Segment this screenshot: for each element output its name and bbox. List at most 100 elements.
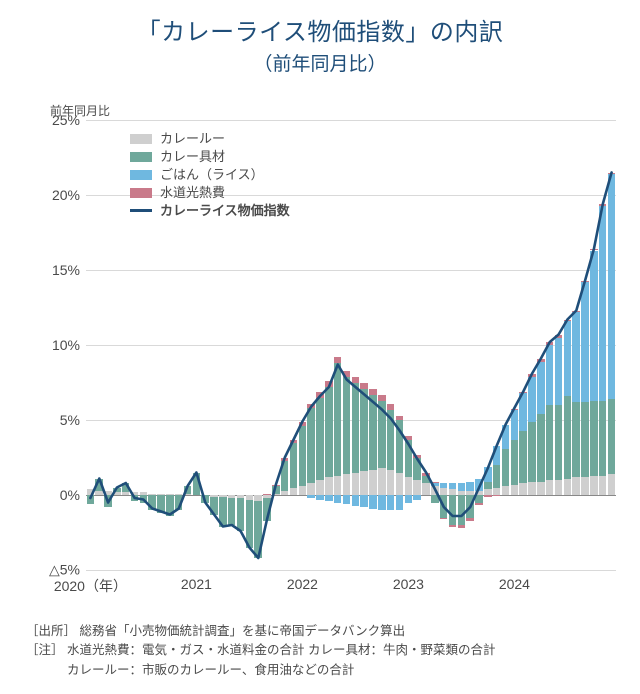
bar-segment-rice xyxy=(378,495,386,510)
bar-segment-utilities xyxy=(281,458,289,460)
bar-segment-roux xyxy=(307,483,315,495)
bar-segment-ingredients xyxy=(140,495,148,503)
footnote-note-2: カレールー：市販のカレールー、食用油などの合計 xyxy=(26,661,495,680)
legend-label: カレー具材 xyxy=(160,150,225,163)
bar-segment-utilities xyxy=(449,525,457,527)
bar-segment-rice xyxy=(449,483,457,489)
bar-stack xyxy=(546,120,554,570)
bar-segment-roux xyxy=(608,474,616,495)
bar-segment-utilities xyxy=(263,494,271,495)
bar-segment-utilities xyxy=(475,503,483,505)
bar-segment-rice xyxy=(396,495,404,510)
bar-stack xyxy=(608,120,616,570)
bar-segment-rice xyxy=(581,282,589,402)
bar-segment-utilities xyxy=(564,320,572,322)
bar-segment-rice xyxy=(484,467,492,482)
bar-segment-roux xyxy=(511,485,519,496)
bar-segment-ingredients xyxy=(201,495,209,503)
x-tick-label: 2020（年） xyxy=(54,570,127,596)
bar-segment-utilities xyxy=(387,404,395,409)
bar-stack xyxy=(396,120,404,570)
bar-segment-ingredients xyxy=(131,495,139,501)
bar-segment-utilities xyxy=(493,495,501,496)
bar-segment-utilities xyxy=(590,249,598,250)
bar-stack xyxy=(458,120,466,570)
bar-segment-ingredients xyxy=(148,495,156,510)
bar-segment-utilities xyxy=(431,482,439,484)
legend-item: カレー具材 xyxy=(130,150,290,163)
legend-item: 水道光熱費 xyxy=(130,186,290,199)
bar-segment-ingredients xyxy=(537,414,545,482)
bar-segment-utilities xyxy=(581,281,589,282)
bar-segment-ingredients xyxy=(210,497,218,515)
bar-segment-ingredients xyxy=(113,488,121,493)
legend-swatch xyxy=(130,152,152,162)
bar-segment-roux xyxy=(360,471,368,495)
bar-segment-ingredients xyxy=(493,465,501,488)
bar-segment-ingredients xyxy=(369,395,377,470)
bar-segment-utilities xyxy=(334,357,342,363)
bar-segment-rice xyxy=(343,495,351,504)
bar-segment-roux xyxy=(599,476,607,496)
bar-segment-roux xyxy=(528,482,536,496)
bar-segment-roux xyxy=(440,488,448,496)
bar-segment-roux xyxy=(590,476,598,496)
bar-segment-roux xyxy=(352,473,360,496)
bar-stack xyxy=(484,120,492,570)
bar-segment-rice xyxy=(466,482,474,491)
legend: カレールーカレー具材ごはん（ライス） 水道光熱費カレーライス物価指数 xyxy=(130,132,290,222)
legend-item: ごはん（ライス） xyxy=(130,168,290,181)
bar-stack xyxy=(334,120,342,570)
bar-segment-roux xyxy=(113,492,121,495)
y-tick-label: 5% xyxy=(60,412,86,428)
bar-segment-ingredients xyxy=(281,461,289,491)
legend-swatch xyxy=(130,170,152,180)
bar-segment-utilities xyxy=(307,404,315,409)
bar-segment-rice xyxy=(599,206,607,401)
bar-segment-rice xyxy=(555,338,563,406)
bar-segment-ingredients xyxy=(184,486,192,494)
legend-label: カレールー xyxy=(160,132,225,145)
bar-segment-rice xyxy=(608,174,616,399)
bar-segment-ingredients xyxy=(440,495,448,518)
bar-stack xyxy=(599,120,607,570)
bar-segment-roux xyxy=(378,468,386,495)
bar-segment-roux xyxy=(387,470,395,496)
bar-segment-ingredients xyxy=(87,495,95,504)
bar-segment-ingredients xyxy=(413,458,421,481)
bar-segment-roux xyxy=(519,483,527,495)
legend-swatch xyxy=(130,134,152,144)
bar-segment-utilities xyxy=(511,409,519,410)
bar-stack xyxy=(519,120,527,570)
bar-segment-ingredients xyxy=(449,495,457,525)
bar-stack xyxy=(122,120,130,570)
bar-segment-roux xyxy=(95,491,103,496)
bar-segment-ingredients xyxy=(352,383,360,473)
y-tick-label: 15% xyxy=(52,262,86,278)
bar-segment-utilities xyxy=(272,485,280,487)
bar-segment-roux xyxy=(493,488,501,496)
bar-segment-roux xyxy=(431,486,439,495)
legend-label: カレーライス物価指数 xyxy=(160,204,290,217)
bar-segment-ingredients xyxy=(546,405,554,480)
bar-stack xyxy=(502,120,510,570)
bar-segment-rice xyxy=(360,495,368,507)
bar-segment-roux xyxy=(281,491,289,496)
bar-segment-rice xyxy=(590,251,598,401)
bar-segment-roux xyxy=(334,476,342,496)
bar-segment-ingredients xyxy=(299,426,307,486)
bar-segment-roux xyxy=(572,477,580,495)
bar-segment-ingredients xyxy=(511,440,519,485)
bar-segment-utilities xyxy=(519,392,527,394)
bar-segment-roux xyxy=(369,470,377,496)
bar-stack xyxy=(555,120,563,570)
bar-segment-ingredients xyxy=(343,377,351,475)
bar-segment-ingredients xyxy=(272,486,280,494)
bar-stack xyxy=(343,120,351,570)
bar-stack xyxy=(405,120,413,570)
bar-segment-roux xyxy=(396,473,404,496)
bar-segment-ingredients xyxy=(104,495,112,507)
bar-segment-ingredients xyxy=(564,396,572,479)
chart-subtitle: （前年同月比） xyxy=(0,49,640,76)
bar-stack xyxy=(537,120,545,570)
